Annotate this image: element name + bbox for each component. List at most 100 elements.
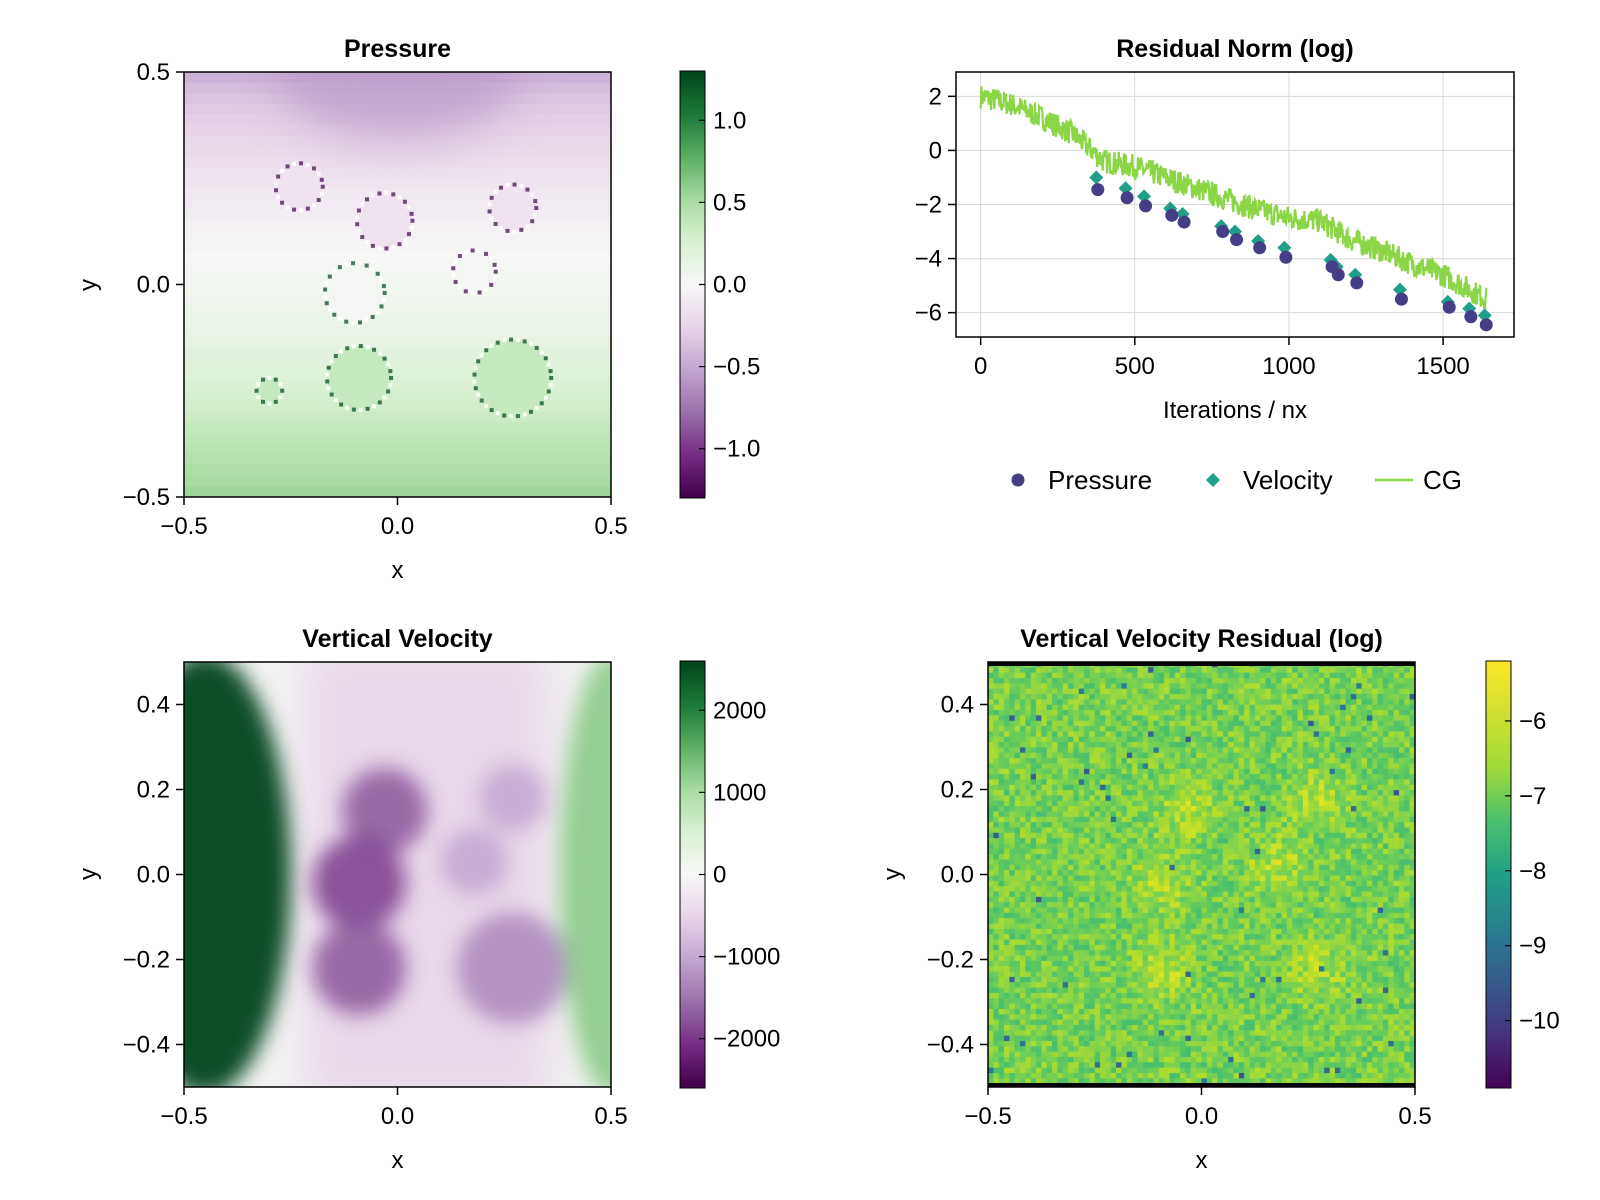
residual-cell [1217, 1067, 1224, 1074]
residual-cell [1030, 731, 1037, 738]
residual-cell [1105, 838, 1112, 844]
residual-cell [1174, 678, 1181, 684]
residual-cell [1190, 699, 1197, 706]
residual-cell [1265, 859, 1272, 866]
residual-cell [1148, 987, 1154, 994]
residual-cell [1041, 715, 1048, 722]
residual-cell [1100, 763, 1106, 770]
residual-cell [1286, 992, 1293, 999]
residual-cell [1270, 699, 1277, 706]
residual-cell [1105, 822, 1112, 828]
residual-cell [1089, 768, 1096, 775]
residual-cell [1217, 811, 1224, 818]
residual-cell [1089, 715, 1096, 722]
residual-cell [1148, 870, 1154, 876]
residual-cell [1286, 1078, 1293, 1085]
residual-cell [1164, 795, 1170, 802]
residual-cell [1057, 710, 1064, 716]
residual-cell [1244, 944, 1251, 951]
residual-cell [1244, 667, 1251, 674]
residual-cell [1121, 683, 1128, 690]
residual-cell [1089, 806, 1096, 812]
residual-series [979, 86, 1493, 332]
residual-cell [1025, 971, 1032, 978]
residual-cell [1244, 960, 1251, 967]
residual-cell [1105, 683, 1112, 690]
residual-cell [1190, 987, 1197, 994]
residual-cell [1078, 768, 1085, 775]
residual-cell [1158, 1062, 1165, 1069]
residual-cell [1121, 747, 1128, 754]
residual-cell [1084, 710, 1090, 716]
residual-cell [1222, 763, 1229, 770]
residual-cell [1020, 758, 1026, 764]
residual-cell [1126, 1046, 1133, 1053]
residual-cell [1068, 784, 1074, 791]
pressure-inclusion [256, 377, 283, 404]
residual-cell [1201, 1062, 1208, 1069]
residual-cell [1036, 923, 1042, 930]
residual-cell [1020, 987, 1026, 994]
residual-cell [1137, 992, 1144, 999]
residual-cell [1068, 1035, 1074, 1042]
residual-cell [1244, 752, 1251, 759]
residual-cell [1158, 1003, 1165, 1010]
residual-cell [988, 875, 994, 882]
residual-ytick-label: −2 [915, 192, 942, 219]
residual-cell [1073, 1046, 1080, 1053]
residual-cell [998, 768, 1005, 775]
residual-cell [1142, 1040, 1149, 1047]
residual-cell [1073, 726, 1080, 732]
residual-cell [1014, 1030, 1021, 1037]
residual-cell [1201, 726, 1208, 732]
residual-cell [1020, 960, 1026, 967]
residual-cell [1164, 694, 1170, 700]
residual-cell [1137, 683, 1144, 690]
residual-cell [1046, 838, 1053, 844]
residual-cell [1142, 694, 1149, 700]
residual-cell [1025, 1030, 1032, 1037]
residual-cell [1158, 822, 1165, 828]
residual-cell [1084, 1019, 1090, 1026]
residual-cell [1078, 806, 1085, 812]
residual-cell [1196, 848, 1202, 855]
residual-cell [1201, 944, 1208, 951]
residual-cell [1084, 784, 1090, 791]
residual-cell [1196, 1008, 1202, 1015]
residual-cell [1254, 779, 1261, 786]
residual-cell [1057, 923, 1064, 930]
residual-cell [1100, 1024, 1106, 1031]
residual-cell [1004, 758, 1010, 764]
residual-cell [1121, 1040, 1128, 1047]
residual-cell [1212, 752, 1219, 759]
residual-cell [1046, 934, 1053, 941]
residual-cell [1110, 907, 1117, 914]
residual-cell [1222, 752, 1229, 759]
residual-cell [1158, 763, 1165, 770]
residual-cell [1041, 939, 1048, 946]
residual-cell [1105, 736, 1112, 743]
residual-cell [1185, 875, 1192, 882]
residual-cell [1281, 891, 1288, 898]
residual-cell [1142, 806, 1149, 812]
residual-cell [1126, 720, 1133, 727]
residual-cell [1014, 704, 1021, 711]
residual-cell [1222, 848, 1229, 855]
residual-cell [1190, 774, 1197, 780]
residual-cell [1174, 832, 1181, 839]
residual-cell [1036, 731, 1042, 738]
residual-cell [1020, 880, 1026, 887]
pressure-xlabel: x [392, 557, 404, 584]
residual-cell [1265, 704, 1272, 711]
residual-cell [1052, 907, 1058, 914]
residual-cell [1228, 1019, 1235, 1026]
residual-cell [1286, 1003, 1293, 1010]
residual-cell [1020, 896, 1026, 903]
residual-cell [1292, 742, 1299, 748]
residual-cell [1249, 976, 1256, 983]
residual-cell [1036, 1040, 1042, 1047]
residual-cell [1068, 854, 1074, 860]
residual-cell [1212, 1008, 1219, 1015]
residual-cell [1222, 1003, 1229, 1010]
